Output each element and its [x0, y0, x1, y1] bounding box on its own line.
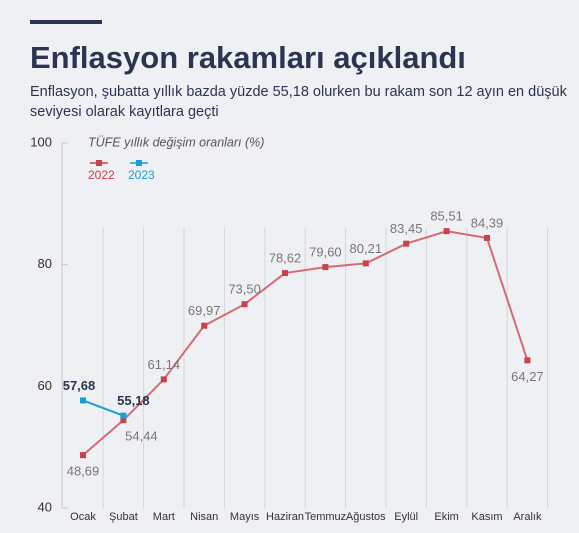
legend-marker — [136, 160, 142, 166]
data-label: 84,39 — [471, 215, 504, 230]
legend-marker — [96, 160, 102, 166]
data-label: 64,27 — [511, 369, 544, 384]
x-tick-label: Aralık — [513, 511, 542, 523]
series-line — [82, 399, 124, 417]
point — [120, 417, 127, 424]
data-label: 78,62 — [269, 250, 302, 265]
point — [80, 397, 86, 404]
point — [80, 452, 86, 459]
point — [484, 234, 490, 241]
data-label: 80,21 — [350, 241, 383, 256]
x-tick-label: Ağustos — [346, 511, 386, 523]
y-tick-label: 60 — [38, 378, 52, 393]
x-tick-label: Temmuz — [305, 511, 347, 523]
x-tick-label: Mart — [153, 511, 175, 523]
data-label: 83,45 — [390, 221, 423, 236]
data-label: 85,51 — [430, 209, 463, 224]
data-label: 55,18 — [117, 393, 150, 408]
point — [524, 357, 531, 364]
point — [241, 301, 248, 308]
x-tick-label: Ocak — [70, 511, 96, 523]
header-bar — [30, 20, 102, 24]
x-tick-label: Nisan — [190, 511, 218, 523]
y-tick-label: 100 — [30, 134, 52, 149]
data-label: 57,68 — [63, 378, 96, 393]
data-label: 73,50 — [228, 282, 261, 297]
y-tick-label: 80 — [38, 256, 52, 271]
legend-label: 2023 — [128, 168, 155, 182]
subtitle-box: Enflasyon, şubatta yıllık bazda yüzde 55… — [30, 84, 567, 120]
chart-title: Enflasyon rakamları açıklandı — [30, 40, 466, 75]
x-tick-label: Mayıs — [230, 511, 260, 523]
legend-label: 2022 — [88, 168, 115, 182]
x-tick-label: Kasım — [471, 511, 502, 523]
chart-subtitle: Enflasyon, şubatta yıllık bazda yüzde 55… — [30, 84, 567, 120]
x-tick-label: Şubat — [109, 511, 138, 523]
point — [120, 412, 127, 419]
point — [403, 240, 410, 247]
point — [362, 260, 369, 267]
series-line — [82, 230, 529, 456]
point — [201, 322, 208, 329]
x-tick-label: Haziran — [266, 511, 304, 523]
data-label: 48,69 — [67, 464, 100, 479]
point — [443, 228, 450, 235]
x-tick-label: Ekim — [434, 511, 458, 523]
point — [282, 270, 288, 277]
x-tick-label: Eylül — [394, 511, 418, 523]
data-label: 61,14 — [148, 357, 181, 372]
point — [322, 264, 329, 271]
data-label: 79,60 — [309, 245, 342, 260]
data-label: 69,97 — [188, 303, 221, 318]
data-label: 54,44 — [125, 429, 158, 444]
axis-label: TÜFE yıllık değişim oranları (%) — [88, 135, 264, 149]
point — [160, 376, 167, 383]
y-tick-label: 40 — [38, 499, 52, 514]
